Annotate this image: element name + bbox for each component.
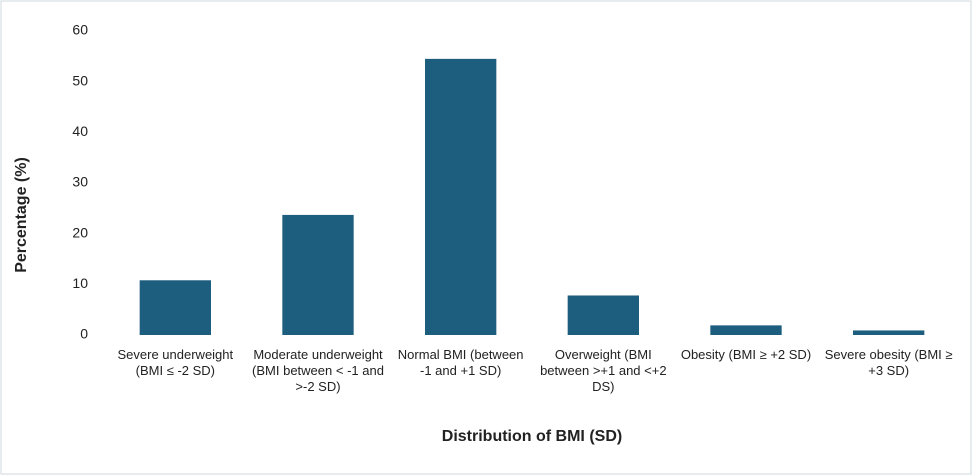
- x-tick-label: Overweight (BMI between >+1 and <+2 DS): [540, 347, 667, 394]
- y-tick-label: 10: [72, 275, 88, 291]
- bar: [710, 325, 782, 335]
- y-tick-label: 50: [72, 72, 88, 88]
- y-tick-label: 30: [72, 174, 88, 190]
- bar: [282, 214, 354, 335]
- y-axis-title: Percentage (%): [13, 157, 30, 273]
- x-tick-label: Normal BMI (between -1 and +1 SD): [397, 347, 524, 378]
- bar: [425, 58, 497, 335]
- bar: [139, 280, 211, 335]
- y-tick-label: 60: [72, 22, 88, 38]
- x-tick-label: Severe underweight (BMI ≤ -2 SD): [117, 347, 234, 378]
- y-tick-label: 20: [72, 224, 88, 240]
- x-tick-label: Obesity (BMI ≥ +2 SD): [680, 347, 812, 362]
- y-tick-label: 0: [80, 326, 88, 342]
- x-tick-label: Moderate underweight (BMI between < -1 a…: [252, 347, 384, 394]
- x-axis-title: Distribution of BMI (SD): [442, 428, 622, 445]
- x-tick-label: Severe obesity (BMI ≥ +3 SD): [824, 347, 953, 378]
- bar: [853, 330, 925, 335]
- y-tick-label: 40: [72, 123, 88, 139]
- bar: [567, 295, 639, 335]
